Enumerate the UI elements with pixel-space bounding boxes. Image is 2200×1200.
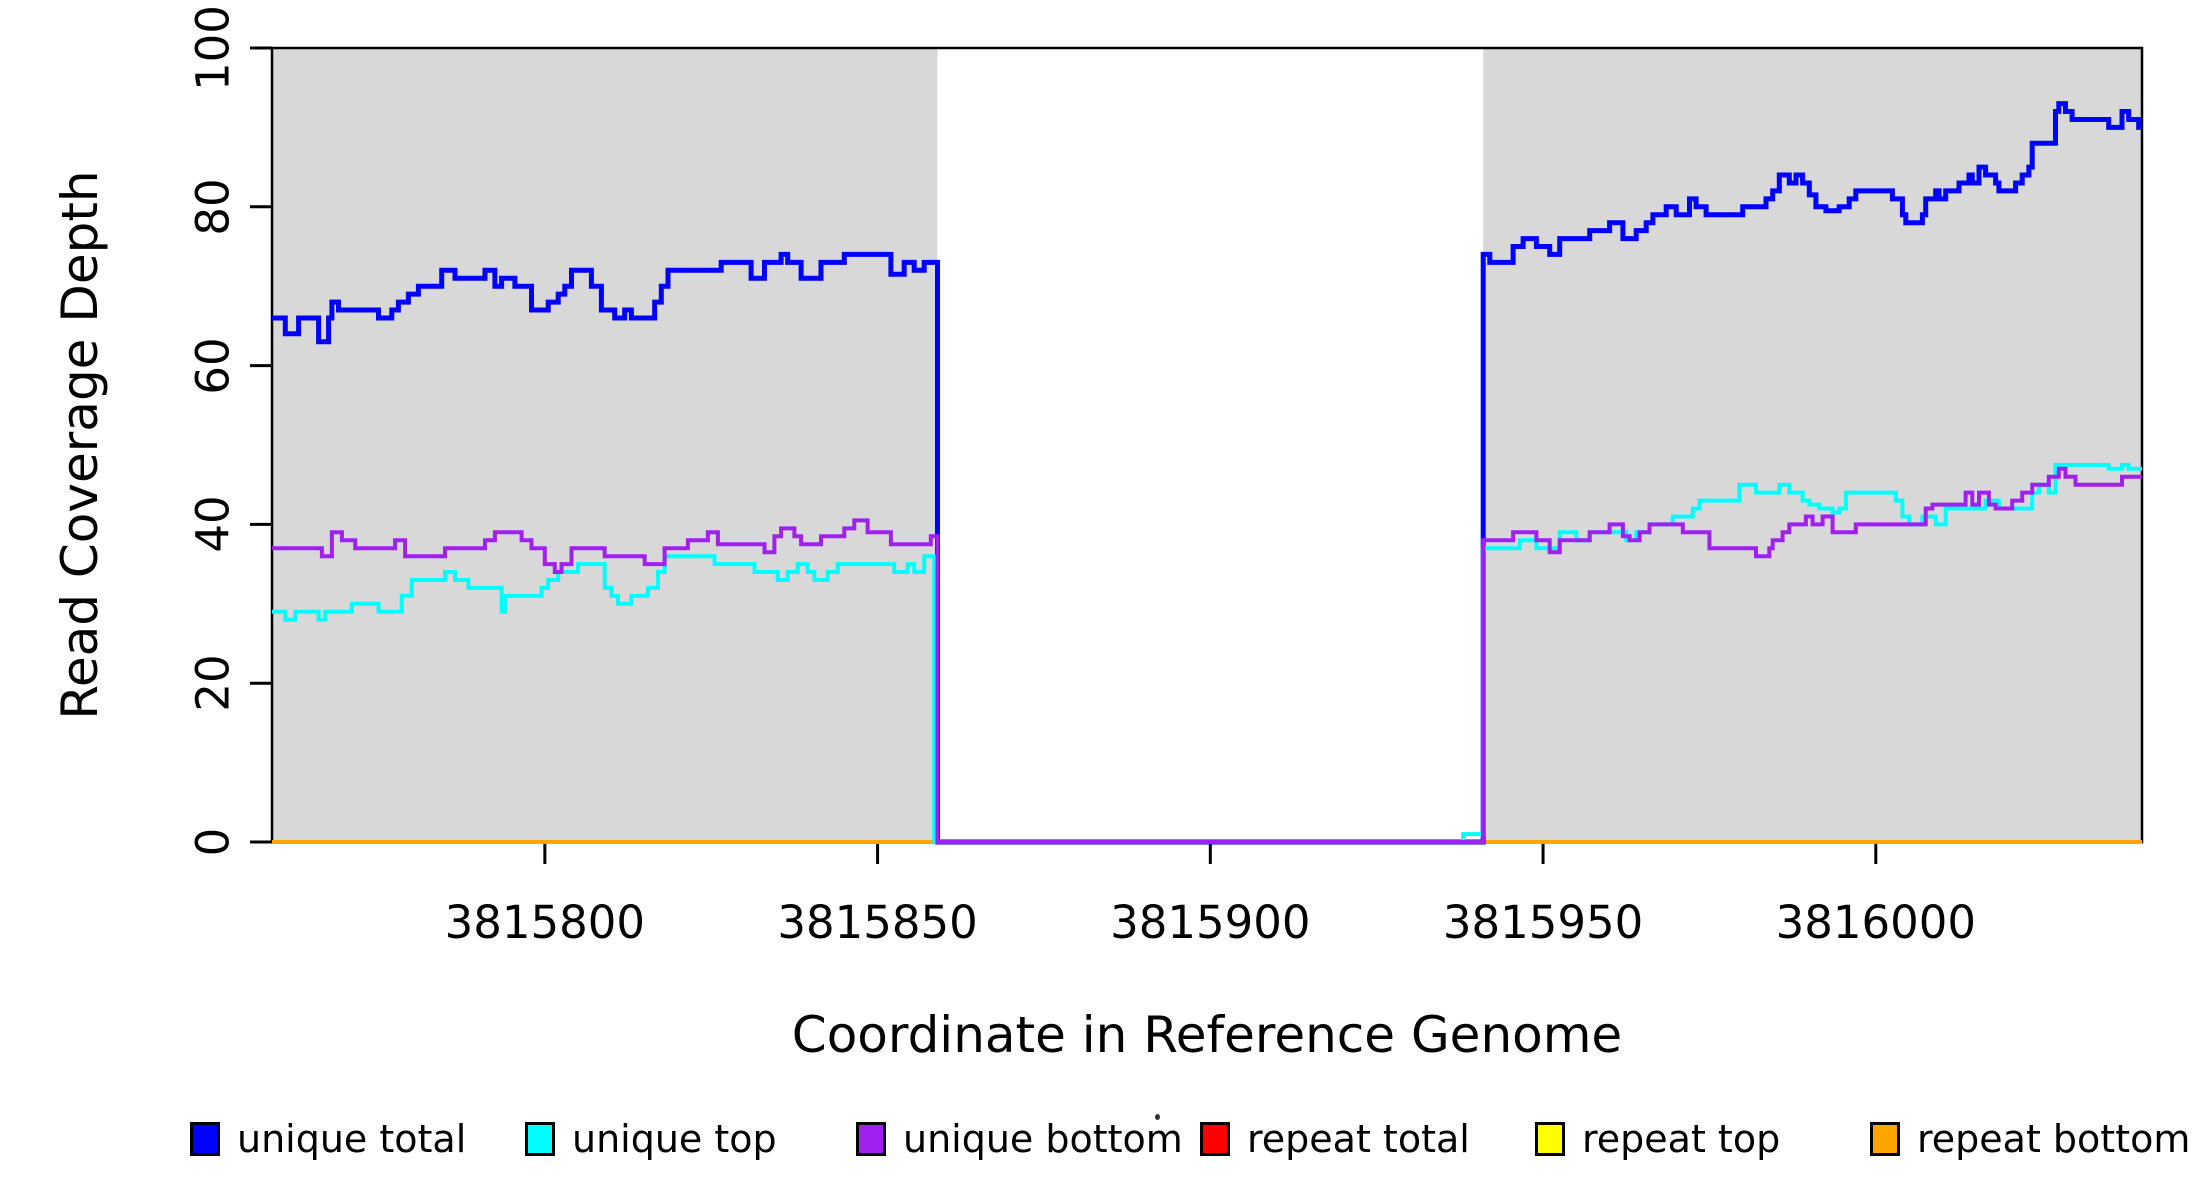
x-tick-label: 3815900 [1110,896,1311,949]
stray-dot-artifact [1155,1114,1160,1120]
y-tick-label: 20 [186,654,240,712]
x-tick-label: 3815950 [1442,896,1644,949]
y-axis-title: Read Coverage Depth [51,170,109,720]
y-tick-label: 40 [186,495,240,554]
series-line-unique-bottom [272,466,2142,844]
y-tick-label: 60 [186,336,240,395]
x-tick-label: 3815800 [444,896,646,949]
y-tick-label: 80 [186,178,240,236]
y-tick-label: 0 [186,827,240,857]
x-tick-label: 3816000 [1775,896,1976,949]
x-tick-label: 3815850 [777,896,978,949]
covered-region-shading-2 [1483,48,2142,842]
x-axis-title: Coordinate in Reference Genome [791,1006,1623,1064]
covered-region-shading-1 [272,48,938,842]
series-line-unique-total [272,101,2142,845]
y-tick-label: 100 [186,5,240,91]
